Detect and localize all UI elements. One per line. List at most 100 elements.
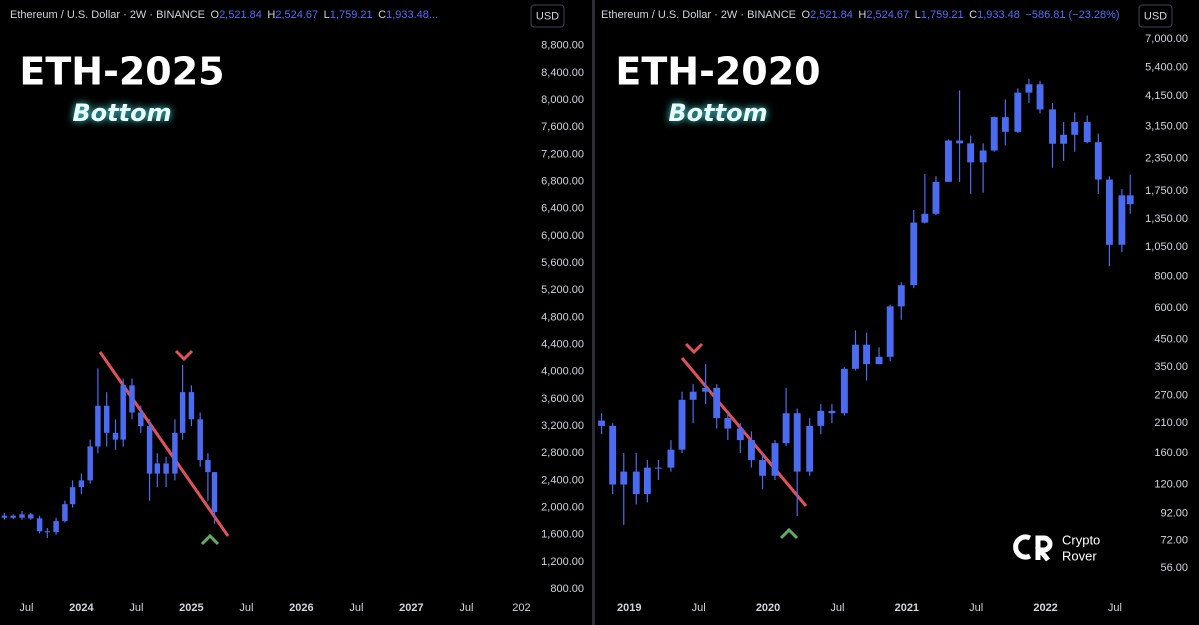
candle-body: [87, 446, 93, 481]
candle-body: [875, 356, 883, 365]
candle-body: [967, 143, 975, 163]
x-tick-label: 2019: [617, 602, 641, 614]
ohlc-value: 2,521.84: [219, 9, 262, 21]
x-tick-label: 2022: [1033, 602, 1057, 614]
currency: USD: [1144, 10, 1167, 22]
y-tick-label: 800.00: [550, 583, 584, 595]
candle-body: [956, 140, 963, 144]
y-tick-label: 120.00: [1154, 478, 1188, 490]
candle-body: [678, 399, 686, 450]
bottom-marker: [779, 527, 799, 540]
symbol: Ethereum / U.S. Dollar · 2W · BINANCE: [601, 9, 796, 21]
candle-body: [921, 213, 929, 223]
x-tick-label: 2020: [756, 602, 780, 614]
x-tick-label: Jul: [239, 602, 253, 614]
candle-body: [95, 405, 101, 447]
watermark-text: Rover: [1062, 548, 1097, 563]
candle-body: [1094, 142, 1102, 180]
candle-body: [702, 387, 710, 392]
candle-body: [828, 410, 836, 414]
panel-divider: [592, 0, 595, 625]
bottom-marker: [200, 533, 220, 546]
candle-body: [1025, 84, 1033, 93]
y-tick-label: 8,400.00: [541, 67, 584, 79]
candle-body: [945, 140, 952, 182]
candle-body: [44, 531, 51, 533]
x-tick-label: Jul: [1108, 602, 1122, 614]
candle-body: [1014, 92, 1022, 132]
trend-line: [98, 351, 230, 537]
currency-box: [530, 4, 565, 28]
candle-body: [667, 449, 675, 468]
candle-body: [1060, 134, 1068, 144]
ohlc-value: 2,521.84: [810, 9, 853, 21]
candle-body: [69, 487, 76, 505]
x-tick-label: 2024: [69, 602, 94, 614]
ohlc-label: L: [914, 9, 921, 21]
x-tick-label: Jul: [830, 602, 844, 614]
y-tick-label: 4,150.00: [1145, 90, 1188, 102]
y-tick-label: 2,400.00: [541, 474, 584, 486]
candle-body: [163, 463, 169, 474]
y-tick-label: 4,400.00: [541, 339, 584, 351]
candle-body: [747, 440, 755, 461]
candle-body: [112, 432, 119, 440]
candle-body: [806, 425, 814, 472]
chart-title: ETH-2025: [19, 50, 224, 94]
candle-body: [1118, 195, 1126, 245]
candle-body: [205, 460, 211, 473]
candle-body: [197, 419, 203, 461]
candle-body: [138, 412, 144, 427]
y-tick-label: 800.00: [1154, 271, 1188, 283]
ohlc-value: 1,933.48: [977, 9, 1020, 21]
chart-title: ETH-2020: [615, 50, 820, 94]
symbol: Ethereum / U.S. Dollar · 2W · BINANCE: [10, 9, 205, 21]
y-tick-label: 2,800.00: [541, 447, 584, 459]
ohlc-value: 2,524.67: [275, 9, 319, 21]
candle-body: [28, 514, 34, 519]
x-tick-label: 2025: [179, 602, 203, 614]
candle-body: [78, 480, 85, 488]
y-tick-label: 1,750.00: [1145, 185, 1188, 197]
candle-body: [154, 463, 161, 474]
ohlc-value: 1,933.48...: [386, 9, 439, 21]
candle-body: [10, 515, 16, 518]
y-tick-label: 4,800.00: [541, 311, 584, 323]
candle-body: [932, 181, 940, 214]
currency: USD: [536, 10, 559, 22]
candle-body: [129, 385, 135, 413]
candle-body: [979, 150, 987, 163]
candle-body: [1001, 117, 1009, 132]
chart-header: Ethereum / U.S. Dollar · 2W · BINANCE O2…: [601, 9, 1120, 21]
x-tick-label: 202: [512, 602, 530, 614]
y-tick-label: 6,400.00: [541, 203, 584, 215]
candle-body: [655, 467, 662, 469]
y-tick-label: 56.00: [1160, 562, 1188, 574]
candle-body: [736, 428, 744, 441]
candle-body: [817, 410, 825, 426]
x-tick-label: Jul: [349, 602, 363, 614]
chart-header: Ethereum / U.S. Dollar · 2W · BINANCE O2…: [10, 9, 438, 21]
ohlc-label: L: [323, 9, 330, 21]
x-tick-label: Jul: [19, 602, 33, 614]
candle-body: [643, 467, 651, 495]
candle-body: [771, 443, 779, 476]
y-tick-label: 350.00: [1154, 361, 1188, 373]
ohlc-label: C: [969, 9, 978, 21]
y-tick-label: 1,350.00: [1145, 213, 1188, 225]
y-tick-label: 3,150.00: [1145, 120, 1188, 132]
y-tick-label: 5,200.00: [541, 284, 584, 296]
top-marker: [684, 342, 704, 355]
candle-body: [62, 504, 68, 522]
y-tick-label: 210.00: [1154, 417, 1188, 429]
y-tick-label: 450.00: [1154, 334, 1188, 346]
candle-body: [172, 432, 178, 474]
candle-body: [1, 515, 8, 518]
y-tick-label: 6,000.00: [541, 230, 584, 242]
candle-body: [863, 344, 871, 365]
y-tick-label: 160.00: [1154, 447, 1188, 459]
candle-body: [53, 521, 59, 533]
candle-body: [188, 392, 195, 420]
ohlc-label: O: [210, 9, 220, 21]
ohlc-label: H: [858, 9, 867, 21]
